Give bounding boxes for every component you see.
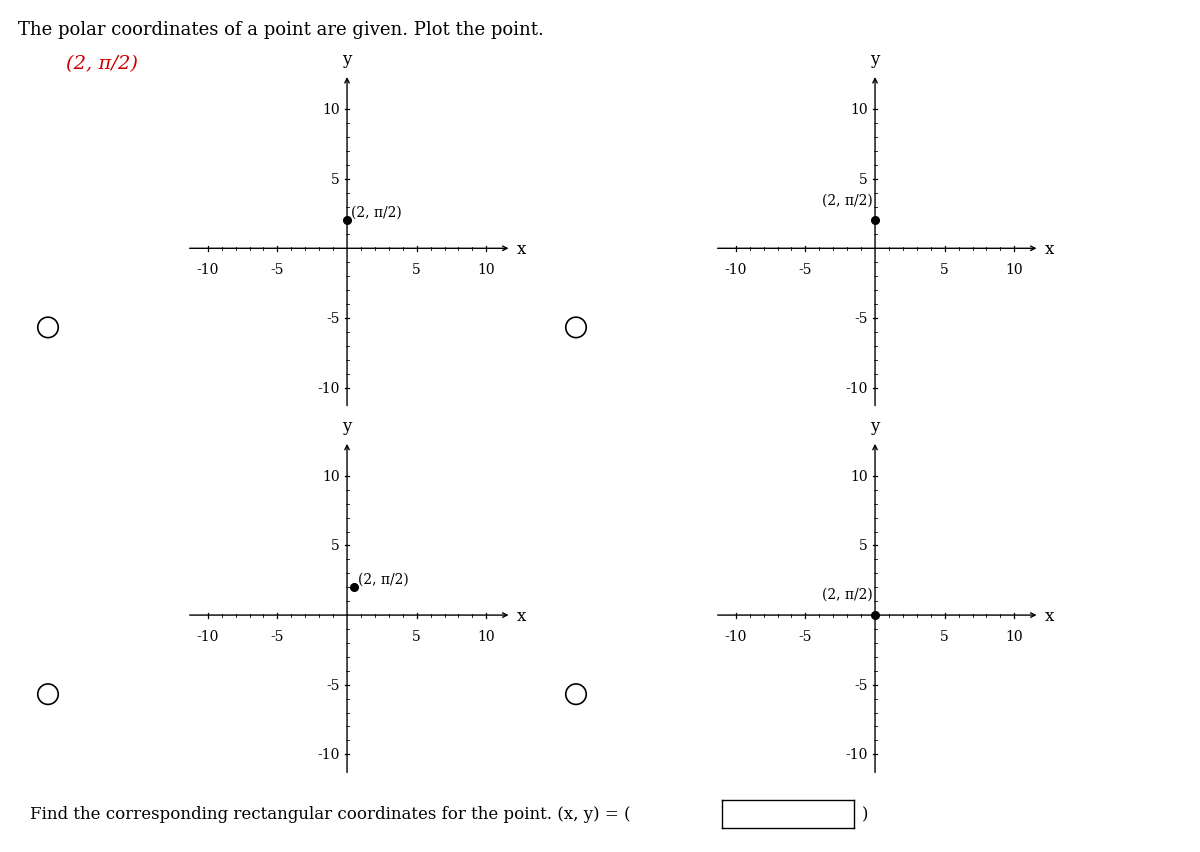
- Text: -5: -5: [799, 263, 812, 277]
- Text: 5: 5: [941, 263, 949, 277]
- Text: 10: 10: [1006, 630, 1024, 643]
- Text: -5: -5: [326, 312, 340, 325]
- Text: y: y: [870, 417, 880, 435]
- Text: (2, π/2): (2, π/2): [822, 193, 872, 207]
- Text: 10: 10: [851, 469, 868, 483]
- Text: -5: -5: [271, 263, 284, 277]
- Text: Find the corresponding rectangular coordinates for the point. (x, y) = (: Find the corresponding rectangular coord…: [30, 805, 630, 822]
- Text: -10: -10: [197, 263, 218, 277]
- Text: 10: 10: [323, 103, 340, 117]
- Text: 10: 10: [323, 469, 340, 483]
- Text: y: y: [342, 51, 352, 68]
- Text: (2, π/2): (2, π/2): [822, 588, 872, 602]
- Text: 5: 5: [413, 263, 421, 277]
- Text: x: x: [517, 607, 527, 624]
- Text: 5: 5: [941, 630, 949, 643]
- Text: -10: -10: [197, 630, 218, 643]
- Text: 5: 5: [331, 172, 340, 187]
- Text: 5: 5: [413, 630, 421, 643]
- Text: -5: -5: [271, 630, 284, 643]
- Text: 5: 5: [331, 538, 340, 553]
- Text: (2, π/2): (2, π/2): [66, 55, 138, 73]
- Text: (2, π/2): (2, π/2): [352, 206, 402, 220]
- Text: y: y: [342, 417, 352, 435]
- Text: -5: -5: [854, 678, 868, 692]
- Text: -5: -5: [854, 312, 868, 325]
- Text: 10: 10: [478, 630, 496, 643]
- Text: -10: -10: [318, 381, 340, 395]
- Text: -10: -10: [318, 747, 340, 762]
- Text: 10: 10: [478, 263, 496, 277]
- Text: -10: -10: [846, 381, 868, 395]
- Text: 5: 5: [859, 172, 868, 187]
- Text: 10: 10: [1006, 263, 1024, 277]
- Text: y: y: [870, 51, 880, 68]
- Text: 5: 5: [859, 538, 868, 553]
- Text: ): ): [862, 805, 868, 822]
- Text: (2, π/2): (2, π/2): [358, 573, 409, 586]
- Text: -5: -5: [326, 678, 340, 692]
- Text: x: x: [1045, 607, 1055, 624]
- Text: x: x: [1045, 240, 1055, 257]
- Text: -5: -5: [799, 630, 812, 643]
- Text: -10: -10: [725, 263, 746, 277]
- Text: The polar coordinates of a point are given. Plot the point.: The polar coordinates of a point are giv…: [18, 21, 544, 39]
- Text: -10: -10: [725, 630, 746, 643]
- Text: -10: -10: [846, 747, 868, 762]
- Text: 10: 10: [851, 103, 868, 117]
- Text: x: x: [517, 240, 527, 257]
